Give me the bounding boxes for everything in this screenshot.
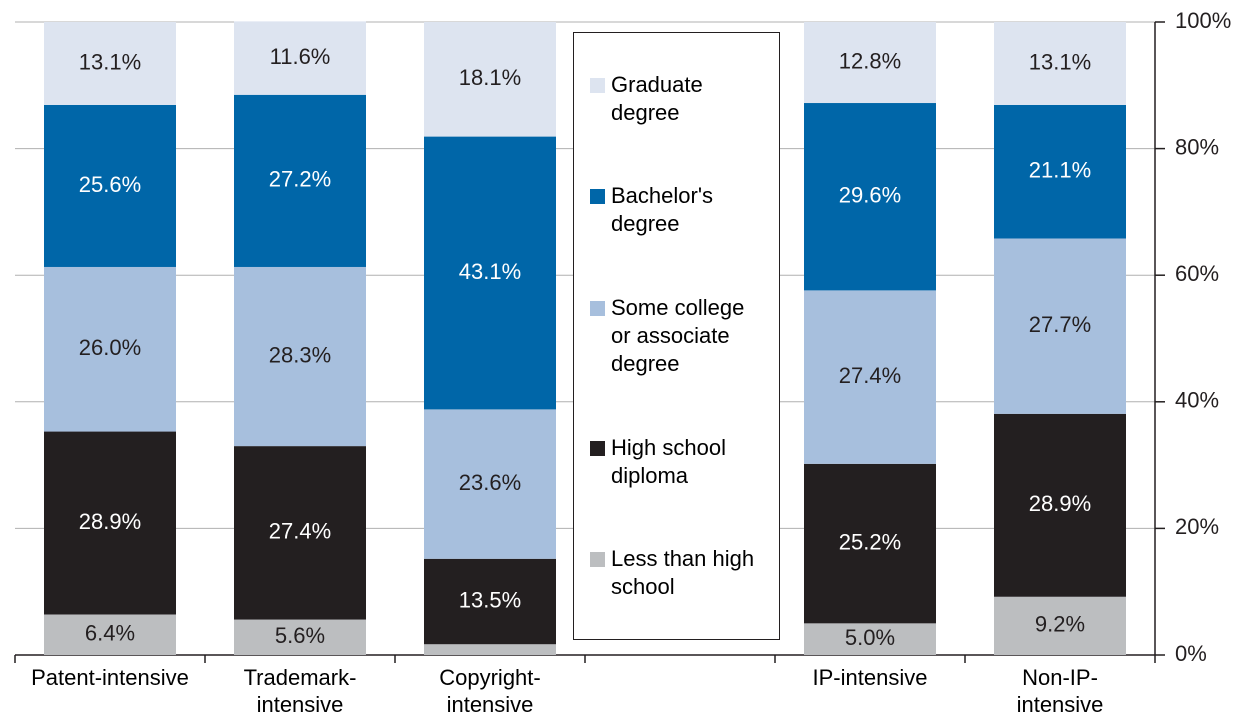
data-label: 23.6% [459, 470, 521, 495]
data-label: 28.9% [79, 509, 141, 534]
legend: Graduate degree Bachelor's degree Some col… [573, 32, 780, 640]
data-label: 29.6% [839, 183, 901, 208]
bar-segment [44, 431, 176, 615]
x-tick-label: IP-intensive [812, 665, 928, 690]
legend-item: Less than high school [590, 545, 767, 601]
bar-segment [424, 558, 556, 645]
bar-segment [234, 21, 366, 95]
legend-item: Graduate degree [590, 71, 767, 127]
bar-segment [424, 136, 556, 410]
y-tick-label: 80% [1175, 134, 1219, 159]
bar-segment [804, 103, 936, 291]
data-label: 6.4% [85, 621, 135, 646]
legend-swatch [590, 189, 605, 205]
data-label: 27.4% [269, 519, 331, 544]
bar-segment [994, 238, 1126, 414]
data-label: 27.4% [839, 363, 901, 388]
y-tick-label: 0% [1175, 641, 1207, 666]
legend-item: High school diploma [590, 434, 767, 490]
legend-item: Bachelor's degree [590, 182, 767, 238]
legend-item: Some college or associate degree [590, 294, 767, 378]
data-label: 18.1% [459, 65, 521, 90]
data-label: 21.1% [1029, 158, 1091, 183]
bar-segment [424, 644, 556, 655]
data-label: 9.2% [1035, 612, 1085, 637]
data-label: 43.1% [459, 259, 521, 284]
data-label: 26.0% [79, 335, 141, 360]
bar-segment [44, 614, 176, 655]
x-tick-label: Copyright-intensive [439, 665, 541, 717]
legend-swatch [590, 300, 605, 316]
bar-segment [804, 290, 936, 464]
bar-segment [804, 22, 936, 104]
bar-segment [234, 619, 366, 655]
y-tick-label: 40% [1175, 388, 1219, 413]
bar-segment [44, 22, 176, 105]
legend-label: Less than high school [611, 546, 755, 600]
legend-label: Bachelor's degree [611, 183, 714, 237]
bar-segment [804, 623, 936, 655]
y-tick-label: 60% [1175, 261, 1219, 286]
data-label: 13.1% [79, 49, 141, 74]
bar-segment [234, 266, 366, 447]
data-label: 25.6% [79, 172, 141, 197]
data-label: 5.0% [845, 625, 895, 650]
data-label: 13.5% [459, 587, 521, 612]
bar-segment [994, 596, 1126, 655]
data-label: 28.3% [269, 342, 331, 367]
bar-segment [994, 104, 1126, 239]
data-label: 11.6% [270, 44, 331, 69]
bar-segment [424, 409, 556, 559]
y-tick-label: 100% [1175, 8, 1231, 33]
x-tick-label: Non-IP-intensive [1016, 665, 1104, 717]
bar-segment [994, 413, 1126, 597]
bar-segment [44, 104, 176, 267]
legend-label: Graduate degree [611, 71, 703, 125]
legend-swatch [590, 552, 605, 568]
bar-segment [234, 94, 366, 267]
legend-swatch [590, 440, 605, 456]
data-label: 25.2% [839, 529, 901, 554]
x-tick-label: Trademark-intensive [243, 665, 357, 717]
legend-label: Some college or associate degree [611, 294, 745, 376]
data-label: 27.2% [269, 167, 331, 192]
data-label: 12.8% [839, 48, 901, 73]
data-label: 27.7% [1029, 312, 1091, 337]
legend-label: High school diploma [611, 434, 726, 488]
bar-segment [44, 266, 176, 432]
bar-segment [994, 22, 1126, 105]
bar-segment [424, 22, 556, 137]
legend-swatch [590, 77, 605, 93]
data-label: 28.9% [1029, 491, 1091, 516]
y-tick-label: 20% [1175, 514, 1219, 539]
data-label: 13.1% [1029, 49, 1091, 74]
bar-segment [804, 463, 936, 624]
data-label: 5.6% [275, 623, 325, 648]
x-tick-label: Patent-intensive [31, 665, 189, 690]
bar-segment [234, 446, 366, 620]
